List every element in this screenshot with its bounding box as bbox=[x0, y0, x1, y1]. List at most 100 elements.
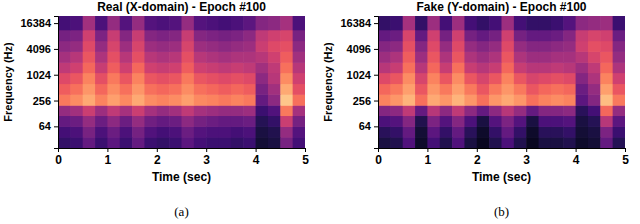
y-tick-label: 4096 bbox=[347, 43, 371, 55]
y-axis-title: Frequency (Hz) bbox=[322, 42, 334, 122]
heatmap-cell bbox=[70, 16, 83, 30]
heatmap-cell bbox=[293, 41, 305, 52]
heatmap-cell bbox=[452, 51, 465, 63]
heatmap-cell bbox=[452, 105, 465, 116]
heatmap-cell bbox=[256, 105, 269, 116]
heatmap-cell bbox=[107, 62, 120, 73]
heatmap-cell bbox=[390, 51, 403, 63]
heatmap-cell bbox=[268, 16, 281, 30]
heatmap-cell bbox=[70, 41, 83, 52]
heatmap-cell bbox=[107, 115, 120, 127]
heatmap-cell bbox=[403, 51, 416, 63]
heatmap-cell bbox=[427, 137, 440, 148]
heatmap-cell bbox=[194, 51, 207, 63]
heatmap-cell bbox=[231, 94, 244, 106]
heatmap-cell bbox=[268, 30, 281, 42]
heatmap-cell bbox=[83, 62, 96, 73]
heatmap-cell bbox=[256, 41, 269, 52]
heatmap-cell bbox=[464, 126, 477, 137]
heatmap-cell bbox=[563, 16, 576, 30]
heatmap-cell bbox=[440, 73, 453, 85]
y-tick: 16384 bbox=[20, 17, 58, 29]
heatmap-cell bbox=[120, 105, 133, 116]
heatmap-cell bbox=[378, 105, 391, 116]
heatmap-cell bbox=[132, 51, 145, 63]
heatmap-cell bbox=[539, 83, 552, 94]
heatmap-cell bbox=[132, 94, 145, 106]
heatmap-cell bbox=[613, 83, 625, 94]
heatmap-cell bbox=[576, 62, 589, 73]
x-tick: 1 bbox=[105, 148, 112, 167]
heatmap-cell bbox=[563, 73, 576, 85]
heatmap-cell bbox=[464, 94, 477, 106]
heatmap-cell bbox=[403, 137, 416, 148]
heatmap-cell bbox=[83, 126, 96, 137]
heatmap-cell bbox=[440, 16, 453, 30]
heatmap-cell bbox=[427, 73, 440, 85]
heatmap-cell bbox=[563, 41, 576, 52]
heatmap-cell bbox=[83, 41, 96, 52]
heatmap-cell bbox=[613, 16, 625, 30]
heatmap-cell bbox=[415, 137, 428, 148]
heatmap-cell bbox=[588, 73, 601, 85]
heatmap-cell bbox=[120, 137, 133, 148]
heatmap-cell bbox=[231, 115, 244, 127]
heatmap-cell bbox=[539, 62, 552, 73]
y-tick: 64 bbox=[359, 120, 378, 132]
heatmap-cell bbox=[169, 16, 182, 30]
heatmap-cell bbox=[378, 62, 391, 73]
x-tick-label: 5 bbox=[622, 153, 629, 167]
heatmap-cell bbox=[600, 105, 613, 116]
heatmap-cell bbox=[613, 62, 625, 73]
heatmap-cell bbox=[502, 41, 515, 52]
heatmap-cell bbox=[58, 62, 71, 73]
heatmap-cell bbox=[588, 62, 601, 73]
heatmap-cell bbox=[157, 30, 170, 42]
y-tick: 4096 bbox=[27, 43, 58, 55]
heatmap-cell bbox=[157, 115, 170, 127]
heatmap-cell bbox=[415, 51, 428, 63]
heatmap-cell bbox=[588, 126, 601, 137]
y-tick-label: 16384 bbox=[340, 17, 371, 29]
heatmap-cell bbox=[427, 16, 440, 30]
heatmap-cell bbox=[489, 105, 502, 116]
heatmap-cell bbox=[83, 16, 96, 30]
heatmap-cell bbox=[70, 94, 83, 106]
x-axis-title: Time (sec) bbox=[472, 170, 531, 184]
heatmap-cell bbox=[95, 41, 108, 52]
heatmap-cell bbox=[231, 51, 244, 63]
heatmap-cell bbox=[243, 137, 256, 148]
heatmap-cell bbox=[70, 51, 83, 63]
heatmap-cell bbox=[477, 105, 490, 116]
heatmap-cell bbox=[280, 126, 293, 137]
x-tick-mark bbox=[157, 148, 158, 152]
heatmap-cell bbox=[169, 62, 182, 73]
heatmap-cell bbox=[464, 51, 477, 63]
heatmap-cell bbox=[157, 94, 170, 106]
heatmap-cell bbox=[526, 30, 539, 42]
heatmap-cell bbox=[95, 137, 108, 148]
heatmap-cell bbox=[378, 94, 391, 106]
heatmap-cell bbox=[390, 41, 403, 52]
heatmap-cell bbox=[502, 137, 515, 148]
heatmap-cell bbox=[539, 94, 552, 106]
heatmap-cell bbox=[107, 137, 120, 148]
heatmap-cell bbox=[182, 115, 195, 127]
heatmap-cell bbox=[256, 30, 269, 42]
heatmap-cell bbox=[231, 126, 244, 137]
heatmap-cell bbox=[219, 126, 232, 137]
heatmap-cell bbox=[600, 126, 613, 137]
heatmap-cell bbox=[83, 137, 96, 148]
heatmap-cell bbox=[403, 62, 416, 73]
y-axis-line bbox=[374, 17, 379, 149]
heatmap-cell bbox=[206, 41, 219, 52]
heatmap-cell bbox=[293, 94, 305, 106]
heatmap-cell bbox=[194, 30, 207, 42]
heatmap-cell bbox=[526, 73, 539, 85]
heatmap-cell bbox=[563, 83, 576, 94]
heatmap-cell bbox=[144, 105, 157, 116]
heatmap-cell bbox=[563, 126, 576, 137]
heatmap-cell bbox=[427, 105, 440, 116]
heatmap-cell bbox=[600, 83, 613, 94]
heatmap-cell bbox=[427, 115, 440, 127]
